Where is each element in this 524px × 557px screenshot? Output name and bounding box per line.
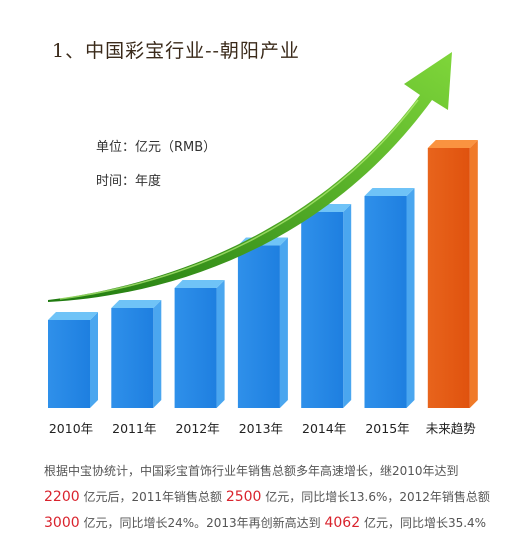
x-tick-label-4: 2013年 xyxy=(239,421,283,436)
description-line-2: 2200 亿元后，2011年销售总额 2500 亿元，同比增长13.6%，201… xyxy=(44,489,490,505)
bar-2 xyxy=(111,300,162,408)
value-2010: 2200 xyxy=(44,489,80,505)
sales-bar-chart: 2010年 2011年 2012年 2013年 2014年 2015年 未来趋势 xyxy=(48,52,478,436)
page-title: 1、中国彩宝行业--朝阳产业 xyxy=(52,40,300,62)
x-tick-label-1: 2010年 xyxy=(49,421,93,436)
x-tick-label-3: 2012年 xyxy=(175,421,219,436)
unit-label: 单位：亿元（RMB） xyxy=(96,140,217,155)
bar-5 xyxy=(301,204,352,408)
bar-1 xyxy=(48,312,98,408)
description-text: 根据中宝协统计，中国彩宝首饰行业年销售总额多年高速增长，继2010年达到 220… xyxy=(44,458,514,536)
x-tick-label-7: 未来趋势 xyxy=(426,421,477,436)
bar-6 xyxy=(364,188,415,408)
value-2011: 2500 xyxy=(225,489,262,505)
bar-3 xyxy=(174,280,225,408)
trend-arrow-highlight xyxy=(59,99,419,300)
x-tick-label-6: 2015年 xyxy=(365,421,409,436)
x-tick-label-5: 2014年 xyxy=(302,421,346,436)
time-label: 时间：年度 xyxy=(96,174,162,189)
bar-4 xyxy=(237,237,288,408)
description-line-3: 3000 亿元，同比增长24%。2013年再创新高达到 4062 亿元，同比增长… xyxy=(44,515,487,531)
description-line-1: 根据中宝协统计，中国彩宝首饰行业年销售总额多年高速增长，继2010年达到 xyxy=(44,464,459,478)
x-tick-label-2: 2011年 xyxy=(112,421,156,436)
value-2013: 4062 xyxy=(324,515,361,531)
bar-7 xyxy=(427,140,478,408)
value-2012: 3000 xyxy=(44,515,80,531)
